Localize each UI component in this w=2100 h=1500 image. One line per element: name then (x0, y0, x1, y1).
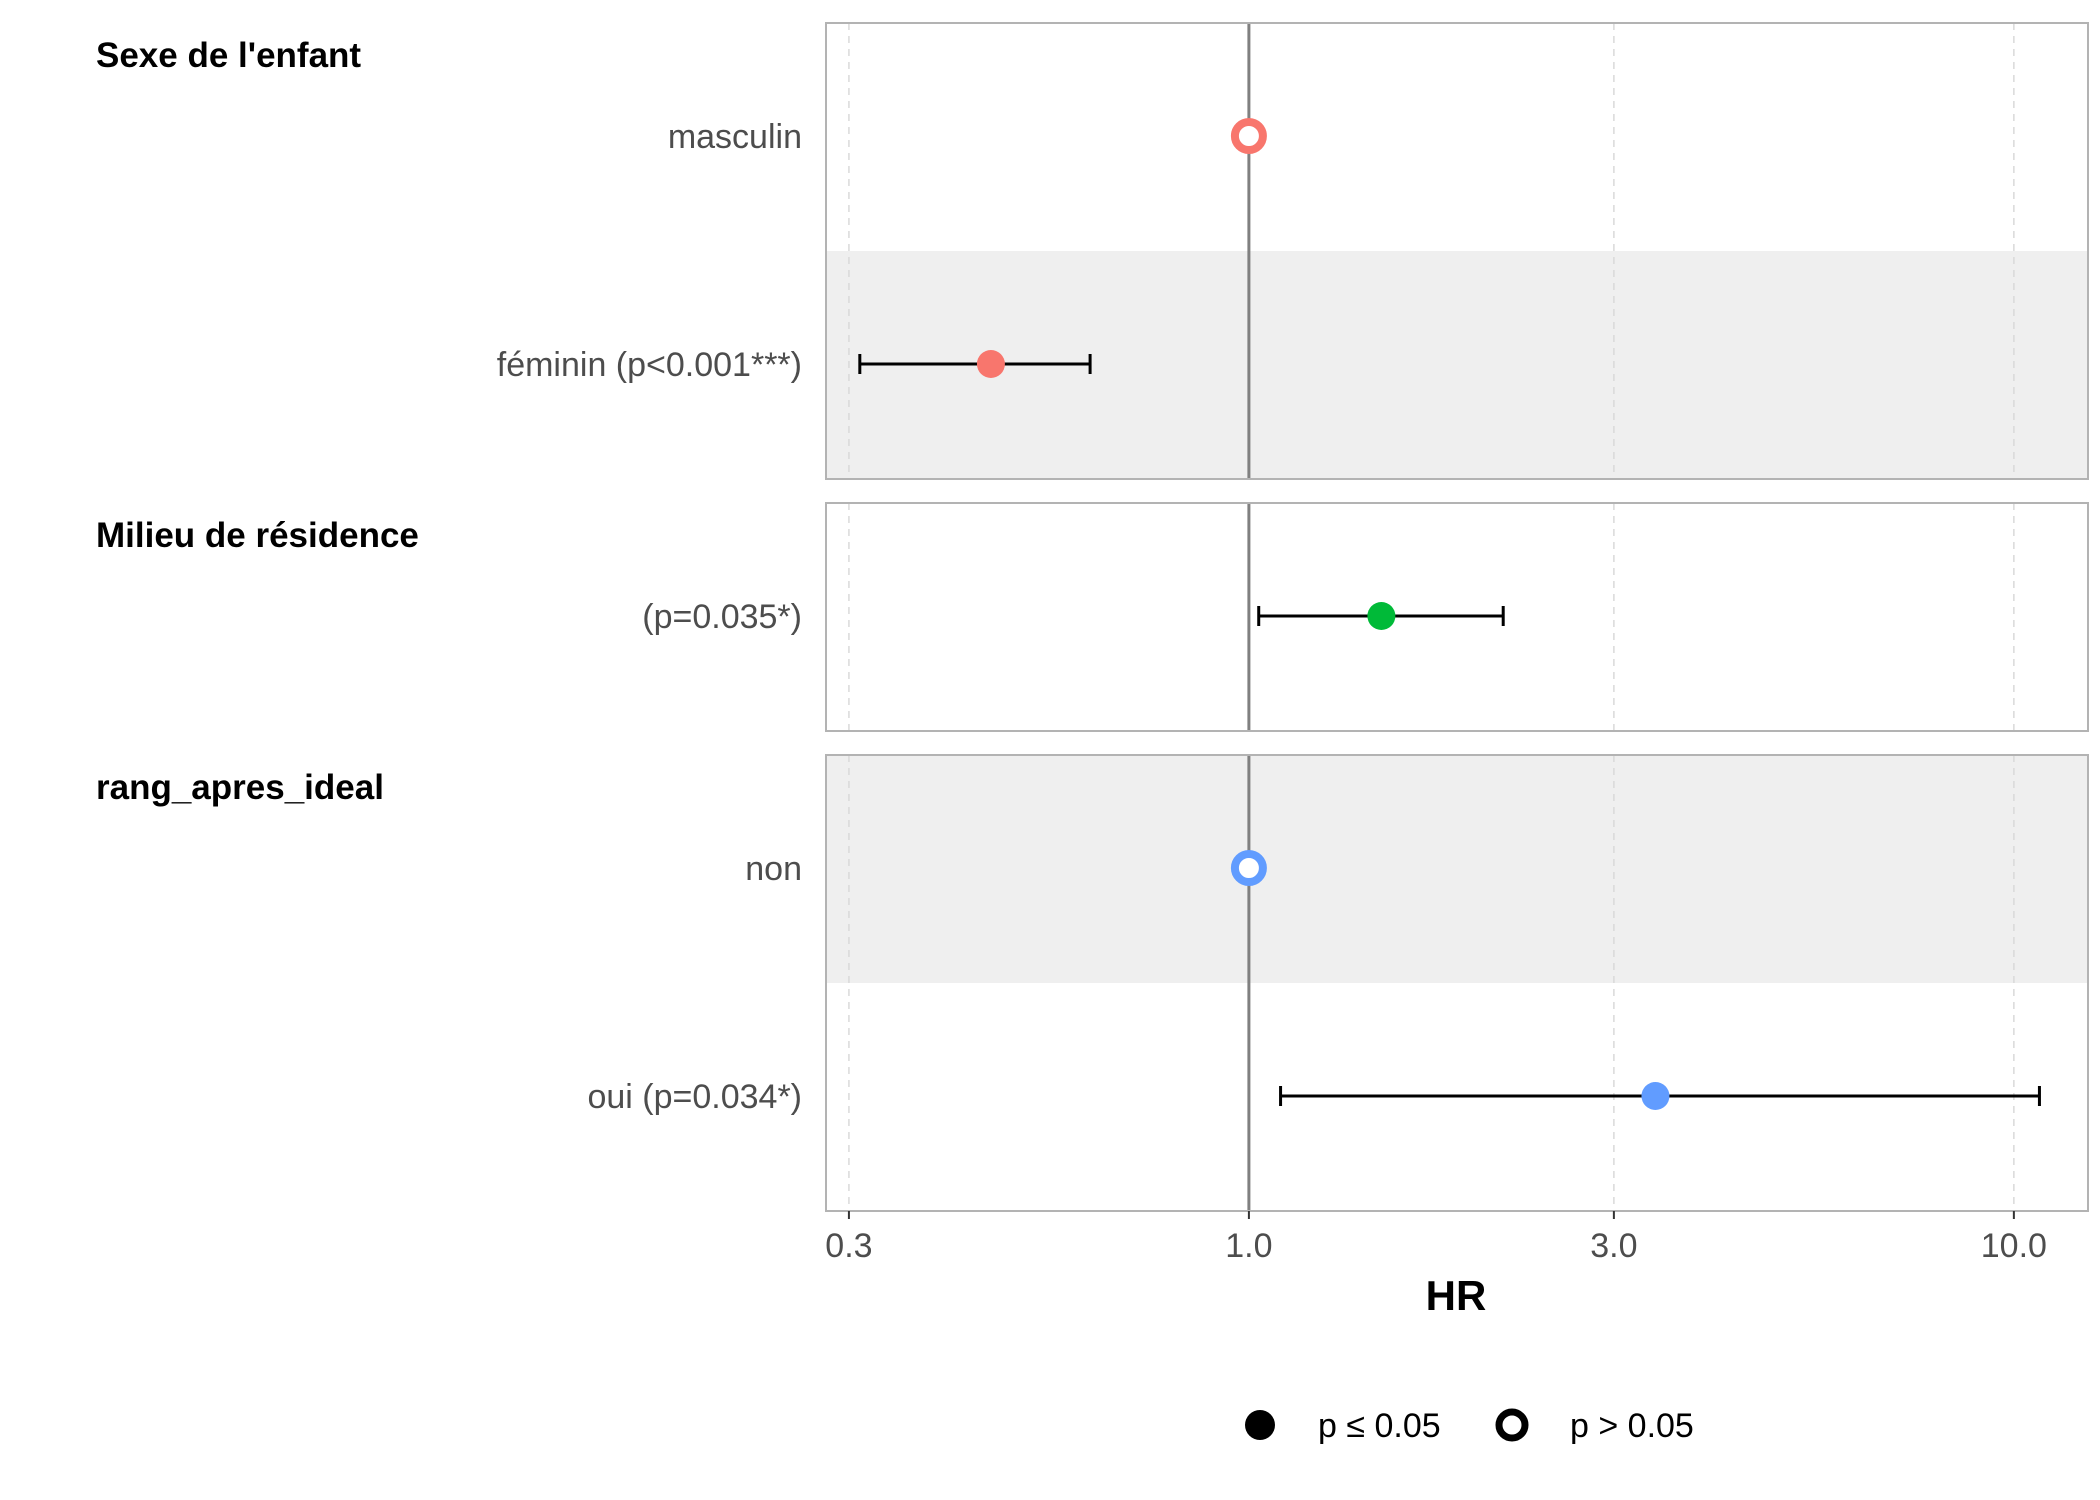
estimate-point (976, 350, 1005, 378)
row-label: féminin (p<0.001***) (497, 346, 802, 384)
x-axis: 0.3 1.0 3.0 10.0 (825, 1211, 2047, 1265)
legend: p ≤ 0.05 p > 0.05 (1245, 1407, 1694, 1445)
group-panel: Milieu de résidence (p=0.035*) (96, 502, 2089, 732)
legend-marker-open (1495, 1408, 1529, 1442)
plot-panels: Sexe de l'enfant masculin féminin (p<0.001… (96, 22, 2089, 1212)
legend-marker-filled (1245, 1410, 1275, 1440)
estimate-point (1230, 850, 1267, 886)
x-axis-title: HR (1426, 1272, 1487, 1319)
row-label: (p=0.035*) (642, 598, 802, 636)
x-tick-label: 3.0 (1590, 1227, 1637, 1265)
x-tick-label: 10.0 (1981, 1227, 2047, 1265)
estimate-point (1230, 118, 1267, 154)
legend-label: p > 0.05 (1570, 1407, 1694, 1445)
legend-item: p > 0.05 (1495, 1407, 1694, 1445)
group-panel: Sexe de l'enfant masculin féminin (p<0.001… (96, 22, 2089, 480)
row-label: oui (p=0.034*) (587, 1078, 802, 1116)
panel-border (825, 754, 2089, 1212)
group-title: Sexe de l'enfant (96, 36, 361, 75)
legend-item: p ≤ 0.05 (1245, 1407, 1441, 1445)
x-tick-label: 0.3 (825, 1227, 872, 1265)
estimate-point (1367, 602, 1396, 630)
legend-label: p ≤ 0.05 (1318, 1407, 1441, 1445)
row-shading (826, 755, 2088, 983)
panel-border (825, 502, 2089, 732)
estimate-point (1641, 1082, 1670, 1110)
panel-border (825, 22, 2089, 480)
group-title: rang_apres_ideal (96, 768, 384, 807)
x-tick-label: 1.0 (1225, 1227, 1272, 1265)
row-label: non (745, 850, 802, 888)
row-label: masculin (668, 118, 802, 156)
group-title: Milieu de résidence (96, 516, 419, 555)
